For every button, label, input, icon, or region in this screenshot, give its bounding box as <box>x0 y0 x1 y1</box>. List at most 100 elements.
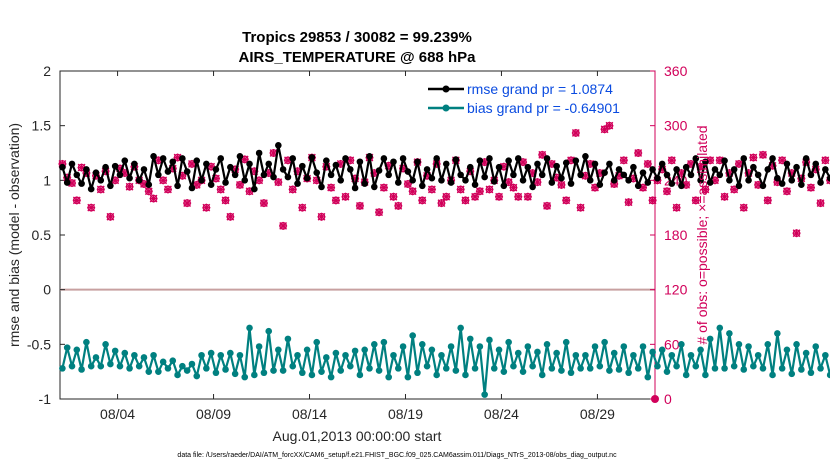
obs-assimilated-point <box>701 185 710 194</box>
bias-point <box>730 362 738 370</box>
bias-point <box>658 346 666 354</box>
rmse-point <box>279 166 287 173</box>
rmse-point <box>418 182 426 190</box>
bias-point <box>251 371 258 379</box>
rmse-point <box>711 166 719 173</box>
rmse-point <box>126 174 133 182</box>
bias-point <box>418 341 426 348</box>
obs-assimilated-point <box>274 178 283 187</box>
rmse-point <box>687 171 695 179</box>
bias-point <box>558 367 565 374</box>
rmse-point <box>759 182 767 190</box>
rmse-point <box>735 182 743 190</box>
bias-point <box>337 367 345 374</box>
rmse-point <box>706 179 714 186</box>
bias-point <box>438 351 445 359</box>
rmse-point <box>534 160 541 168</box>
bias-point <box>668 351 676 359</box>
bias-point <box>750 362 757 370</box>
rmse-point <box>548 179 556 186</box>
rmse-point <box>428 174 436 182</box>
bias-point <box>404 373 412 381</box>
obs-assimilated-point <box>216 185 225 194</box>
rmse-point <box>284 173 292 181</box>
obs-assimilated-point <box>331 196 340 205</box>
legend: rmse grand pr = 1.0874 bias grand pr = -… <box>422 77 650 119</box>
rmse-point <box>318 183 325 191</box>
bias-point <box>639 343 647 350</box>
rmse-point <box>764 166 772 173</box>
rmse-point <box>87 185 95 193</box>
rmse-point <box>193 157 201 164</box>
obs-assimilated-point <box>600 125 609 134</box>
bias-point <box>591 343 599 350</box>
bias-point <box>812 343 820 350</box>
bias-point <box>116 362 124 370</box>
rmse-point <box>174 182 181 190</box>
rmse-point <box>212 166 220 173</box>
bias-point <box>231 370 239 378</box>
y-right-tick-label: 360 <box>664 63 688 79</box>
rmse-point <box>702 158 709 166</box>
bias-point <box>289 362 297 370</box>
rmse-point <box>342 155 349 162</box>
bias-point <box>394 365 402 372</box>
obs-assimilated-point <box>389 192 398 201</box>
obs-assimilated-point <box>619 156 628 165</box>
rmse-point <box>625 177 632 184</box>
bias-point <box>260 369 268 377</box>
rmse-point <box>586 177 594 184</box>
y-tick-label: 0.5 <box>32 227 52 243</box>
rmse-point <box>822 166 829 173</box>
rmse-point <box>107 182 114 190</box>
rmse-point <box>750 163 757 171</box>
bias-point <box>327 373 335 381</box>
rmse-point <box>169 158 177 166</box>
rmse-point <box>486 155 493 162</box>
rmse-point <box>807 171 815 179</box>
obs-assimilated-point <box>408 187 417 196</box>
obs-assimilated-point <box>437 199 446 208</box>
bias-point <box>706 335 714 343</box>
rmse-point <box>260 171 268 179</box>
bias-point <box>131 351 138 359</box>
rmse-point <box>164 168 172 175</box>
obs-assimilated-point <box>456 185 465 194</box>
rmse-point <box>337 177 345 184</box>
rmse-point <box>222 179 229 186</box>
bias-point <box>826 371 830 379</box>
bias-point <box>740 366 748 373</box>
bias-point <box>505 338 512 346</box>
rmse-point <box>500 182 508 190</box>
rmse-point <box>380 155 388 162</box>
rmse-point <box>630 163 637 171</box>
rmse-point <box>385 171 392 179</box>
bias-point <box>769 371 776 379</box>
bias-point <box>548 365 556 372</box>
bias-point <box>798 366 805 373</box>
rmse-point <box>543 155 551 162</box>
obs-assimilated-point <box>355 201 364 210</box>
rmse-point <box>606 160 613 168</box>
rmse-series <box>59 142 830 193</box>
y-tick-label: 1 <box>43 172 51 188</box>
rmse-point <box>678 182 685 190</box>
bias-point <box>529 362 536 370</box>
obs-assimilated-point <box>662 187 671 196</box>
rmse-point <box>610 177 618 184</box>
obs-assimilated-point <box>821 156 830 165</box>
bias-point <box>481 391 488 398</box>
bias-point <box>716 324 724 332</box>
rmse-point <box>68 160 76 168</box>
rmse-point <box>654 174 661 182</box>
footer-file-path: data file: /Users/raeder/DAI/ATM_forcXX/… <box>177 452 617 459</box>
obs-assimilated-point <box>643 159 652 168</box>
legend-rmse-label: rmse grand pr = 1.0874 <box>467 81 613 97</box>
bias-point <box>370 341 378 348</box>
rmse-point <box>457 171 464 179</box>
rmse-point <box>649 166 656 173</box>
obs-assimilated-point <box>667 156 676 165</box>
bias-point <box>486 336 493 344</box>
rmse-point <box>529 183 536 191</box>
obs-assimilated-point <box>475 187 484 196</box>
